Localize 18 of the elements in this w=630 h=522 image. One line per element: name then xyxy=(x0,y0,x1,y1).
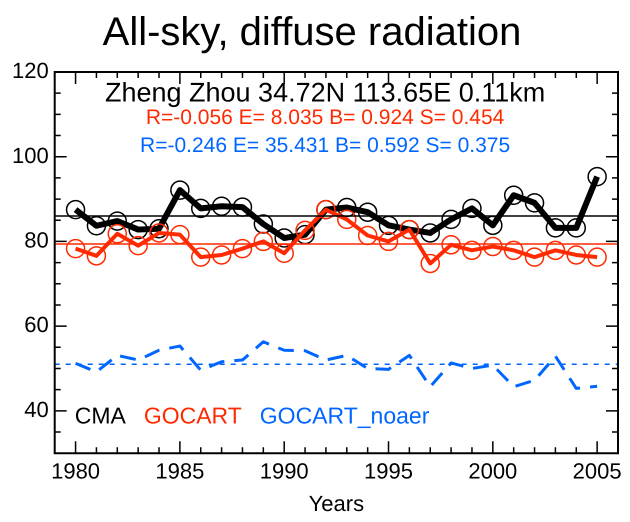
series-label: GOCART_noaer xyxy=(260,402,430,429)
y-tick-label: 100 xyxy=(12,142,49,168)
y-tick-label: 40 xyxy=(24,396,49,422)
x-tick-label: 2000 xyxy=(468,458,518,484)
annotation: Zheng Zhou 34.72N 113.65E 0.11km xyxy=(104,77,546,108)
x-tick-label: 1980 xyxy=(51,458,100,484)
x-tick-label: 1990 xyxy=(260,458,309,484)
annotation: R=-0.246 E= 35.431 B= 0.592 S= 0.375 xyxy=(140,134,510,157)
x-tick-label: 1995 xyxy=(364,458,413,484)
x-tick-label: 1985 xyxy=(155,458,204,484)
y-tick-label: 80 xyxy=(24,227,49,252)
text: GOCART xyxy=(144,402,242,429)
chart-title: All-sky, diffuse radiation xyxy=(102,10,522,54)
x-tick-label: 2005 xyxy=(572,458,622,484)
y-tick-label: 120 xyxy=(12,58,49,84)
x-axis-title: Years xyxy=(308,490,364,516)
text: CMA xyxy=(74,402,126,429)
y-tick-label: 60 xyxy=(24,312,49,338)
